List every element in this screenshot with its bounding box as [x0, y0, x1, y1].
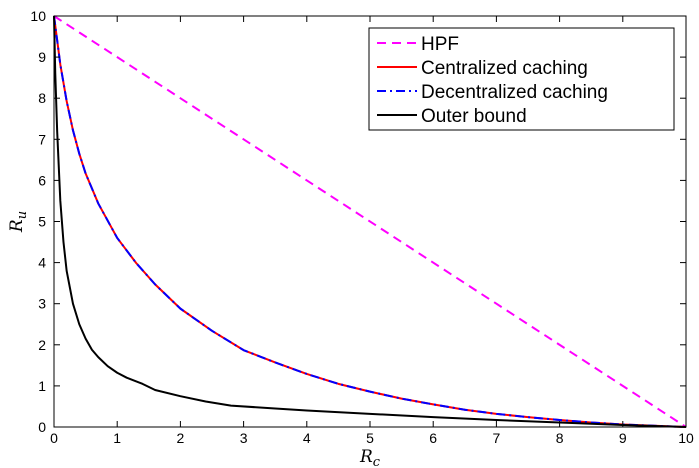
x-tick-label: 0 — [50, 430, 58, 446]
y-tick-label: 5 — [38, 214, 46, 230]
x-tick-label: 6 — [429, 430, 437, 446]
y-tick-label: 4 — [38, 255, 46, 271]
x-tick-label: 10 — [678, 430, 694, 446]
legend-label: Decentralized caching — [421, 82, 608, 103]
y-tick-label: 3 — [38, 296, 46, 312]
legend-box — [368, 27, 675, 131]
x-tick-label: 4 — [303, 430, 311, 446]
y-tick-label: 2 — [38, 337, 46, 353]
series-line-decentralized-caching — [53, 15, 687, 428]
legend-label: Centralized caching — [421, 58, 588, 79]
y-tick-label: 6 — [38, 172, 46, 188]
axis-labels: Rc Ru — [7, 211, 381, 468]
series-layer — [53, 15, 687, 428]
y-tick-label: 9 — [38, 49, 46, 65]
series-line-outer-bound — [53, 15, 687, 428]
x-tick-label: 3 — [240, 430, 248, 446]
x-tick-label: 7 — [493, 430, 501, 446]
x-tick-label: 5 — [366, 430, 374, 446]
legend-label: HPF — [421, 34, 459, 55]
x-tick-label: 1 — [113, 430, 121, 446]
y-axis-label: Ru — [7, 211, 30, 233]
series-line-hpf — [53, 15, 687, 428]
x-tick-label: 9 — [619, 430, 627, 446]
x-tick-label: 8 — [556, 430, 564, 446]
y-tick-label: 10 — [30, 8, 46, 24]
x-axis-label: Rc — [359, 447, 381, 468]
legend-label: Outer bound — [421, 106, 527, 127]
axis-ticks: 0 1 2 3 4 5 6 7 8 9 10 0 1 2 3 4 5 6 7 8 9 10 — [30, 8, 694, 446]
y-tick-label: 1 — [38, 378, 46, 394]
legend: HPF Centralized caching Decentralized cach… — [368, 27, 675, 131]
x-tick-label: 2 — [177, 430, 185, 446]
y-tick-label: 8 — [38, 90, 46, 106]
y-tick-label: 7 — [38, 131, 46, 147]
y-tick-label: 0 — [38, 419, 46, 435]
